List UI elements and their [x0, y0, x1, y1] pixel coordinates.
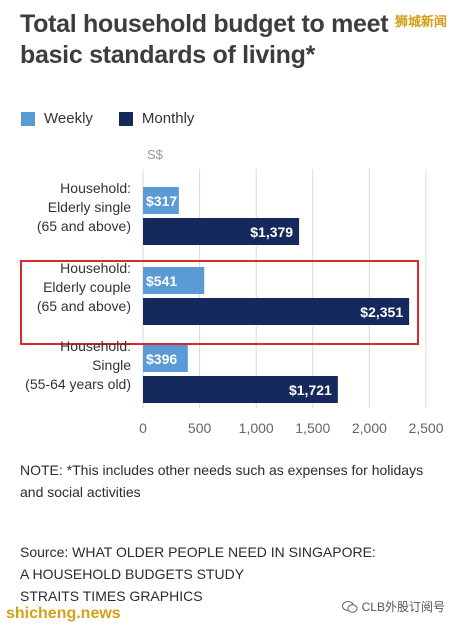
- x-tick-label: 1,000: [239, 420, 274, 436]
- data-label-monthly: $1,379: [250, 224, 293, 240]
- highlight-box: [20, 260, 419, 345]
- data-label-weekly: $541: [146, 273, 177, 289]
- x-tick-label: 2,500: [408, 420, 443, 436]
- category-label: Single: [92, 357, 131, 373]
- legend-label-monthly: Monthly: [141, 110, 195, 127]
- wechat-icon: [341, 600, 358, 613]
- source-line: STRAITS TIMES GRAPHICS: [20, 588, 203, 604]
- source-line: Source: WHAT OLDER PEOPLE NEED IN SINGAP…: [20, 544, 376, 560]
- source-line: A HOUSEHOLD BUDGETS STUDY: [20, 566, 245, 582]
- category-label: Household:: [60, 260, 131, 276]
- watermark-bottom-right: CLB外股订阅号: [341, 598, 445, 615]
- legend-swatch-monthly: [118, 111, 133, 126]
- data-label-weekly: $396: [146, 351, 177, 367]
- legend-item-monthly: Monthly: [118, 110, 195, 127]
- bar-monthly: [143, 376, 338, 403]
- category-label: Elderly single: [48, 199, 131, 215]
- legend-swatch-weekly: [21, 111, 35, 126]
- x-tick-label: 500: [188, 420, 212, 436]
- x-tick-label: 0: [139, 420, 147, 436]
- category-label: Household:: [60, 338, 131, 354]
- data-label-monthly: $2,351: [360, 304, 403, 320]
- bar-monthly: [143, 298, 410, 325]
- category-label: Elderly couple: [43, 279, 131, 295]
- category-label: (65 and above): [37, 298, 131, 314]
- legend-label-weekly: Weekly: [44, 110, 93, 127]
- watermark-bottom-left: shicheng.news: [6, 605, 121, 622]
- footnote: NOTE: *This includes other needs such as…: [20, 462, 424, 500]
- x-tick-label: 1,500: [295, 420, 330, 436]
- x-tick-label: 2,000: [352, 420, 387, 436]
- source-block: Source: WHAT OLDER PEOPLE NEED IN SINGAP…: [20, 541, 440, 607]
- bar-weekly: [143, 267, 205, 294]
- chart-title: Total household budget to meet basic sta…: [20, 10, 389, 69]
- data-label-weekly: $317: [146, 193, 177, 209]
- watermark-top: 狮城新闻: [394, 14, 447, 29]
- data-label-monthly: $1,721: [289, 382, 332, 398]
- legend-item-weekly: Weekly: [21, 110, 93, 127]
- legend: Weekly Monthly: [21, 110, 220, 127]
- bar-weekly: [143, 187, 179, 214]
- bar-monthly: [143, 218, 300, 245]
- unit-label: S$: [147, 147, 164, 162]
- category-label: (55-64 years old): [25, 376, 131, 392]
- watermark-bottom-right-text: CLB外股订阅号: [361, 600, 445, 614]
- category-label: Household:: [60, 180, 131, 196]
- bar-chart: S$ 0 500 1,000 1,500 2,000 2,500 $317 $1,379 Hous…: [20, 147, 444, 436]
- category-label: (65 and above): [37, 218, 131, 234]
- bar-weekly: [143, 345, 188, 372]
